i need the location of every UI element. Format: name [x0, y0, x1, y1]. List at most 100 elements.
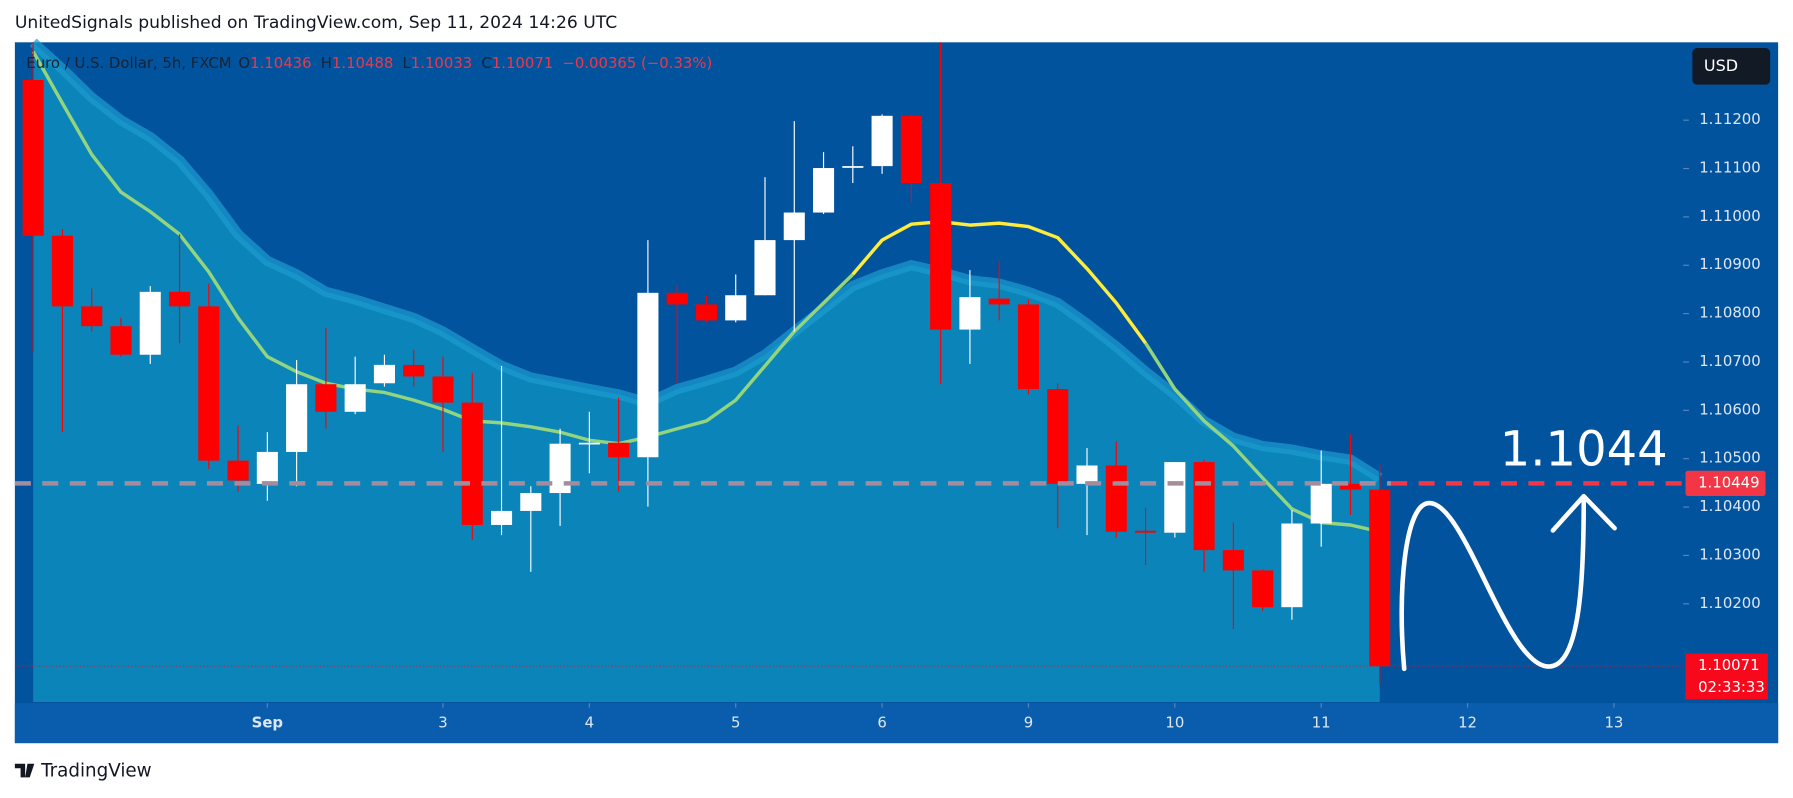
candle-body	[256, 451, 278, 484]
candle-body	[959, 297, 981, 330]
candle-body	[286, 384, 308, 452]
x-tick-label: Sep	[252, 714, 283, 732]
candle-body	[608, 442, 630, 458]
x-tick-label: 9	[1024, 714, 1033, 732]
x-tick-label: 6	[877, 714, 886, 732]
candle-body	[1105, 465, 1127, 532]
y-tick-label: 1.10800	[1699, 304, 1760, 322]
candle-body	[227, 460, 249, 481]
y-tick-label: 1.11200	[1699, 110, 1760, 128]
candle-body	[988, 298, 1010, 305]
candle-body	[110, 326, 132, 355]
candle-body	[842, 166, 864, 168]
y-tick-label: 1.10200	[1699, 594, 1760, 612]
y-tick-label: 1.11000	[1699, 207, 1760, 225]
symbol: Euro / U.S. Dollar, 5h, FXCM	[26, 54, 231, 72]
wave-drawing	[1399, 497, 1587, 672]
ohlc-value: 1.10071	[492, 54, 553, 72]
candle-body	[81, 306, 103, 327]
x-tick-label: 11	[1312, 714, 1331, 732]
candle-body	[871, 115, 893, 167]
y-tick-label: 1.10400	[1699, 497, 1760, 515]
currency-button[interactable]	[1692, 48, 1771, 85]
candle-body	[461, 402, 483, 525]
candle-body	[520, 493, 542, 511]
candle-body	[725, 295, 747, 321]
y-tick-label: 1.11100	[1699, 159, 1760, 177]
y-tick-label: 1.10600	[1699, 400, 1760, 418]
candle-body	[51, 235, 73, 307]
arrow-head	[1550, 493, 1617, 533]
candle-body	[930, 183, 952, 330]
candle-body	[1047, 389, 1069, 484]
candle-body	[1369, 489, 1391, 667]
candle-body	[1310, 483, 1332, 524]
x-tick-label: 3	[438, 714, 447, 732]
ohlc-key: L	[403, 54, 412, 72]
area-layer	[29, 38, 1383, 702]
candle-body	[139, 291, 161, 355]
candle-body	[578, 442, 600, 445]
last-price-box	[1685, 653, 1768, 700]
currency[interactable]: USD	[1704, 56, 1738, 75]
ohlc-key: C	[481, 54, 491, 72]
candle-body	[1222, 550, 1244, 571]
candle-body	[813, 168, 835, 213]
candle-body	[403, 364, 425, 377]
ohlc-legend: Euro / U.S. Dollar, 5h, FXCM O1.10436 H1.1…	[26, 54, 712, 72]
candle-body	[432, 376, 454, 403]
band-area	[33, 42, 1380, 702]
y-tick-label: 1.10700	[1699, 352, 1760, 370]
level-label-box	[1685, 470, 1766, 496]
overlay-layer: 1.10200 1.10300 1.10400 1.10500 1.10600 1.107…	[14, 110, 1768, 732]
time-axis	[14, 703, 1779, 744]
x-tick-label: 13	[1604, 714, 1623, 732]
band-line	[29, 38, 1383, 483]
brand-logo	[14, 763, 35, 778]
candle-body	[1135, 530, 1157, 533]
candle-body	[344, 384, 366, 412]
x-tick-label: 5	[731, 714, 740, 732]
candle-body	[1281, 523, 1303, 608]
candle-layer	[22, 42, 1391, 685]
candle-body	[783, 212, 805, 241]
candle-body	[22, 80, 44, 236]
x-tick-label: 12	[1458, 714, 1477, 732]
candle-body	[900, 115, 922, 184]
change: −0.00365 (−0.33%)	[562, 54, 712, 72]
candle-body	[754, 240, 776, 296]
moving-average	[851, 219, 1147, 345]
candle-body	[168, 291, 191, 307]
ohlc-value: 1.10436	[250, 54, 311, 72]
ohlc-key: H	[321, 54, 332, 72]
level-label: 1.10449	[1698, 473, 1759, 491]
attribution: UnitedSignals published on TradingView.c…	[15, 13, 617, 33]
candle-body	[1339, 483, 1362, 490]
x-tick-label: 4	[585, 714, 594, 732]
candle-body	[695, 304, 717, 321]
candle-body	[1017, 304, 1040, 390]
y-tick-label: 1.10500	[1699, 449, 1760, 467]
ohlc-key: O	[238, 54, 250, 72]
countdown: 02:33:33	[1698, 678, 1765, 696]
candle-body	[373, 364, 395, 384]
candle-body	[637, 292, 659, 458]
y-tick-label: 1.10900	[1699, 255, 1760, 273]
candle-body	[1164, 462, 1186, 533]
candle-body	[198, 306, 220, 461]
candle-body	[549, 443, 571, 494]
candle-body	[315, 384, 337, 412]
candle-body	[1252, 570, 1274, 608]
candle-body	[1193, 462, 1215, 551]
last-price-label: 1.10071	[1698, 656, 1759, 674]
candle-body	[666, 292, 688, 305]
ohlc-value: 1.10488	[332, 54, 393, 72]
annotation: 1.1044	[1500, 422, 1668, 478]
y-tick-label: 1.10300	[1699, 545, 1760, 563]
candle-body	[1076, 465, 1098, 484]
candle-body	[491, 510, 513, 525]
ohlc-value: 1.10033	[411, 54, 472, 72]
brand: TradingView	[40, 761, 152, 782]
x-tick-label: 10	[1165, 714, 1184, 732]
